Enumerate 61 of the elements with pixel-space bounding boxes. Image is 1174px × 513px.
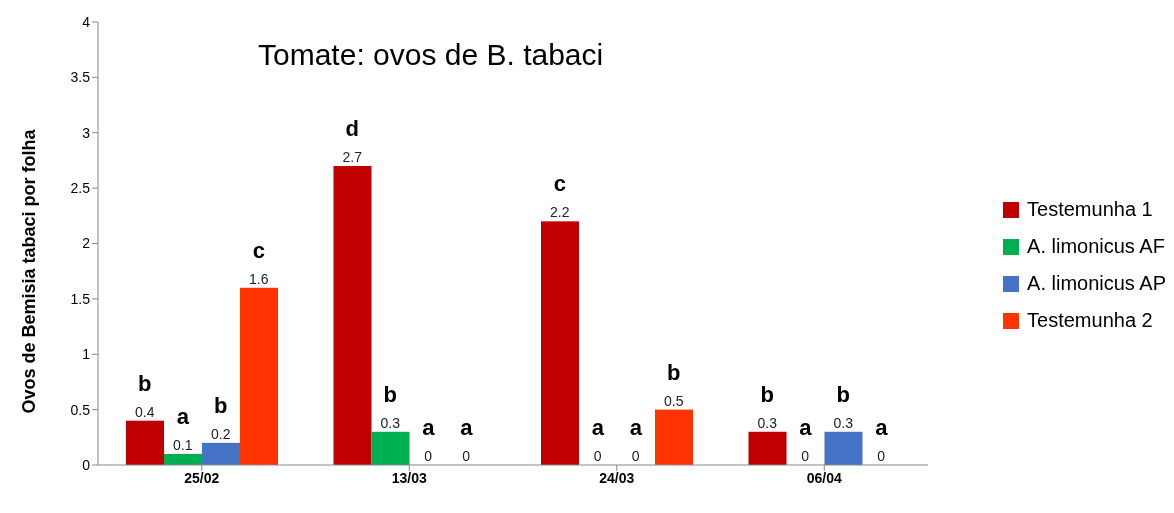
data-label: 0	[877, 448, 886, 464]
annotation: b	[760, 381, 774, 407]
x-tick-label: 06/04	[806, 469, 842, 486]
y-tick-label: 2	[82, 235, 91, 252]
data-label: 2.7	[342, 148, 363, 165]
data-label: 0.3	[833, 414, 854, 431]
bar	[748, 431, 787, 465]
bar	[126, 420, 164, 465]
data-label: 0.2	[211, 425, 231, 442]
data-label: 2.2	[550, 204, 570, 221]
bar	[164, 453, 202, 465]
y-tick-label: 0.5	[70, 401, 91, 418]
data-label: 0	[462, 448, 471, 464]
x-tick-label: 24/03	[599, 469, 635, 486]
annotation: b	[667, 359, 681, 385]
annotation: a	[629, 415, 643, 440]
annotation: a	[422, 415, 436, 440]
bar	[541, 221, 579, 465]
annotation: b	[138, 370, 152, 396]
data-label: 0	[801, 448, 810, 464]
legend-label: A. limonicus AP	[1027, 272, 1166, 295]
y-tick-label: 1.5	[70, 290, 91, 307]
y-tick-label: 1	[82, 346, 91, 363]
data-label: 0	[631, 448, 640, 464]
data-label: 0.3	[757, 414, 778, 431]
data-label: 0.3	[380, 414, 401, 431]
annotation: b	[383, 381, 397, 407]
text: Tomate: ovos de B. tabaci	[258, 38, 604, 72]
bar	[371, 431, 410, 465]
annotation: b	[836, 381, 850, 407]
annotation: d	[345, 115, 359, 141]
annotation: a	[799, 415, 813, 440]
legend-label: Testemunha 1	[1027, 198, 1153, 221]
data-label: 0.5	[664, 392, 684, 409]
data-label: 0.4	[135, 403, 155, 420]
data-label: 0	[593, 448, 602, 464]
y-tick-label: 3	[82, 124, 91, 141]
y-tick-label: 2.5	[70, 180, 91, 197]
annotation: a	[875, 415, 889, 440]
data-label: 1.6	[249, 270, 269, 287]
bar	[824, 431, 863, 465]
data-label: 0	[424, 448, 433, 464]
annotation: a	[460, 415, 474, 440]
y-tick-label: 3.5	[70, 69, 91, 86]
bar	[202, 442, 240, 465]
annotation: a	[176, 403, 190, 429]
data-label: 0.1	[173, 436, 193, 453]
legend-label: Testemunha 2	[1027, 309, 1153, 332]
x-tick-label: 13/03	[391, 469, 427, 486]
annotation: c	[252, 237, 265, 263]
y-tick-label: 4	[82, 13, 91, 30]
y-axis-title: Ovos de Bemisia tabaci por folha	[19, 128, 40, 414]
bar	[655, 409, 693, 465]
bar	[333, 165, 372, 465]
y-tick-label: 0	[82, 456, 91, 473]
legend-label: A. limonicus AF	[1027, 235, 1165, 258]
annotation: b	[214, 392, 228, 418]
annotation: a	[591, 415, 605, 440]
x-tick-label: 25/02	[184, 469, 220, 486]
bar	[240, 287, 278, 465]
annotation: c	[553, 171, 566, 197]
